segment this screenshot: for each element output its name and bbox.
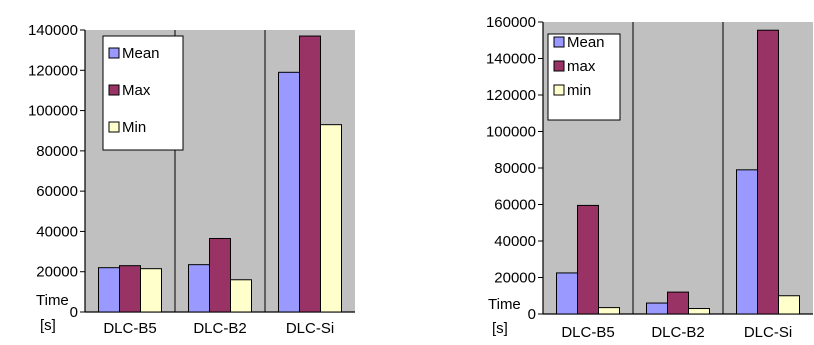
legend-entry: max (567, 58, 596, 75)
bar-min-dlc-b2 (688, 308, 710, 315)
x-tick-label: DLC-Si (286, 320, 334, 337)
y-tick-label: 80000 (36, 143, 78, 160)
legend-entry: Max (122, 82, 151, 99)
y-tick-label: 0 (70, 304, 78, 321)
y-tick-label: 60000 (36, 183, 78, 200)
bar-mean-dlc-b5 (556, 272, 578, 315)
y-tick-label: 140000 (486, 51, 536, 68)
y-tick-label: 40000 (494, 233, 536, 250)
y-tick-label: 20000 (36, 264, 78, 281)
chart-1: 0 20000 40000 60000 80000 100000 120000 140000 D… (28, 22, 355, 337)
legend-box (547, 33, 621, 121)
legend-entry: Min (122, 119, 146, 136)
legend-swatch (553, 84, 565, 96)
y-tick-label: 20000 (494, 270, 536, 287)
bar-max-dlc-si (299, 35, 321, 313)
y-tick-label: 40000 (36, 223, 78, 240)
y-axis-label: Time (36, 292, 69, 309)
x-tick-label: DLC-Si (744, 324, 792, 341)
y-axis-unit: [s] (40, 317, 56, 334)
y-tick-label: 100000 (28, 103, 78, 120)
bar-min-dlc-b5 (140, 268, 162, 313)
chart-2: 0 20000 40000 60000 80000 100000 120000 140000 1… (486, 14, 813, 341)
y-tick-label: 120000 (28, 62, 78, 79)
x-tick-label: DLC-B2 (651, 324, 704, 341)
bar-max-dlc-si (757, 29, 779, 315)
y-tick-label: 0 (528, 306, 536, 323)
x-tick-label: DLC-B5 (561, 324, 614, 341)
x-tick-label: DLC-B2 (193, 320, 246, 337)
y-tick-label: 80000 (494, 160, 536, 177)
legend-swatch (108, 47, 120, 59)
legend-entry: Mean (567, 34, 605, 51)
y-axis-label: Time (488, 296, 521, 313)
bar-min-dlc-b5 (598, 307, 620, 315)
y-tick-label: 120000 (486, 87, 536, 104)
bar-mean-dlc-b2 (646, 302, 668, 315)
bar-min-dlc-si (778, 295, 800, 315)
legend-swatch (553, 60, 565, 72)
y-tick-label: 140000 (28, 22, 78, 39)
legend-entry: Mean (122, 45, 160, 62)
bar-max-dlc-b5 (119, 265, 141, 313)
bar-max-dlc-b5 (577, 204, 599, 315)
y-tick-label: 100000 (486, 124, 536, 141)
legend: Mean Max Min (102, 35, 184, 151)
x-tick-label: DLC-B5 (103, 320, 156, 337)
bar-min-dlc-si (320, 124, 342, 313)
legend-entry: min (567, 82, 591, 99)
bar-mean-dlc-b2 (188, 264, 210, 313)
bar-mean-dlc-si (736, 169, 758, 315)
bar-max-dlc-b2 (209, 237, 231, 313)
bar-max-dlc-b2 (667, 291, 689, 315)
bar-min-dlc-b2 (230, 279, 252, 313)
legend-swatch (108, 121, 120, 133)
legend: Mean max min (547, 33, 621, 121)
legend-swatch (108, 84, 120, 96)
y-tick-label: 160000 (486, 14, 536, 31)
bar-mean-dlc-si (278, 71, 300, 313)
y-tick-label: 60000 (494, 197, 536, 214)
y-axis-unit: [s] (492, 320, 508, 337)
bar-mean-dlc-b5 (98, 267, 120, 313)
legend-swatch (553, 36, 565, 48)
